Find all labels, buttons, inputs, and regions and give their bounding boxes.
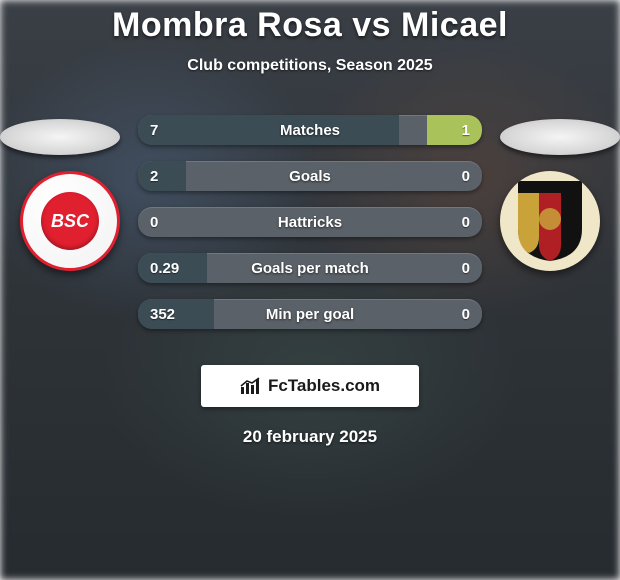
footer-date: 20 february 2025	[0, 427, 620, 447]
team-left-logo: BSC	[20, 171, 120, 271]
comparison-row: 71Matches	[138, 115, 482, 145]
comparison-rows: 71Matches 20Goals 00Hattricks 0.290Goals pe…	[138, 115, 482, 345]
comparison-area: BSC 71Matches20Goals00Hattricks0.290Goal…	[0, 119, 620, 349]
row-label: Min per goal	[138, 306, 482, 323]
row-label: Matches	[138, 122, 482, 139]
row-label: Goals per match	[138, 260, 482, 277]
comparison-row: 3520Min per goal	[138, 299, 482, 329]
pedestal-right	[500, 119, 620, 155]
comparison-row: 00Hattricks	[138, 207, 482, 237]
chart-icon	[240, 377, 262, 395]
row-label: Goals	[138, 168, 482, 185]
branding-label: FcTables.com	[268, 376, 380, 396]
pedestal-left	[0, 119, 120, 155]
page-title: Mombra Rosa vs Micael	[0, 0, 620, 45]
branding-box[interactable]: FcTables.com	[201, 365, 419, 407]
team-right-logo	[500, 171, 600, 271]
subtitle: Club competitions, Season 2025	[0, 57, 620, 75]
row-label: Hattricks	[138, 214, 482, 231]
comparison-row: 0.290Goals per match	[138, 253, 482, 283]
shield-icon	[514, 179, 586, 263]
team-left-badge-text: BSC	[41, 192, 99, 250]
comparison-row: 20Goals	[138, 161, 482, 191]
